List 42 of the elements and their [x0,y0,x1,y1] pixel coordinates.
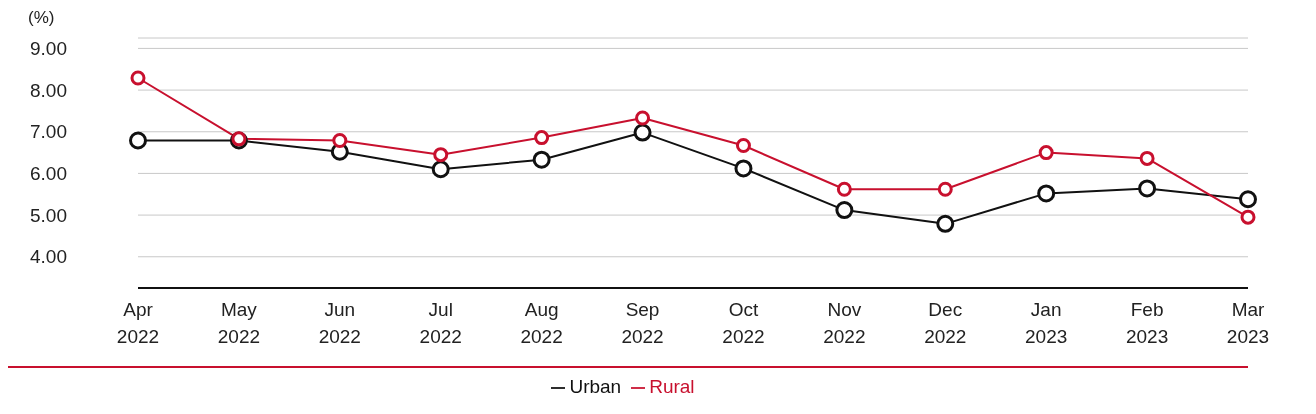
point [735,138,751,153]
point [734,159,753,178]
y-tick-label: 9.00 [30,38,67,60]
x-tick-label: Aug 2022 [520,299,563,347]
x-tick-label: May 2022 [217,299,261,347]
x-tick-label: Sep 2022 [621,299,664,347]
y-axis-title: (%) [28,8,56,28]
x-tick-label: Mar 2023 [1226,299,1270,347]
point [1038,145,1054,161]
y-tick-label: 8.00 [30,79,67,101]
y-tick-label: 5.00 [30,204,67,226]
point [1138,179,1157,198]
point [130,70,146,86]
x-tick-label: Oct 2022 [722,299,765,347]
point [835,201,854,220]
point [633,123,652,142]
point [937,181,953,197]
point [635,110,651,126]
x-tick-label: Feb 2023 [1125,299,1169,347]
y-tick-label: 7.00 [30,121,67,143]
point [1139,150,1155,166]
point [1239,190,1257,209]
point [129,131,147,150]
y-tick-label: 4.00 [30,246,67,268]
point [936,214,955,233]
x-tick-label: Jan 2023 [1025,299,1068,347]
x-tick-label: Apr 2022 [116,299,160,347]
legend-label: Urban [569,376,622,397]
point [836,181,852,197]
legend-label: Rural [649,376,695,397]
y-tick-label: 6.00 [30,163,67,185]
point [431,160,450,179]
point [532,150,551,169]
x-tick-label: Jul 2022 [419,299,462,347]
point [332,133,348,148]
x-tick-label: Jun 2022 [318,299,361,347]
point [1037,184,1056,203]
point [433,147,449,163]
x-tick-label: Nov 2022 [823,299,866,347]
point [534,130,550,146]
point [1240,209,1256,225]
x-tick-label: Dec 2022 [924,299,967,347]
